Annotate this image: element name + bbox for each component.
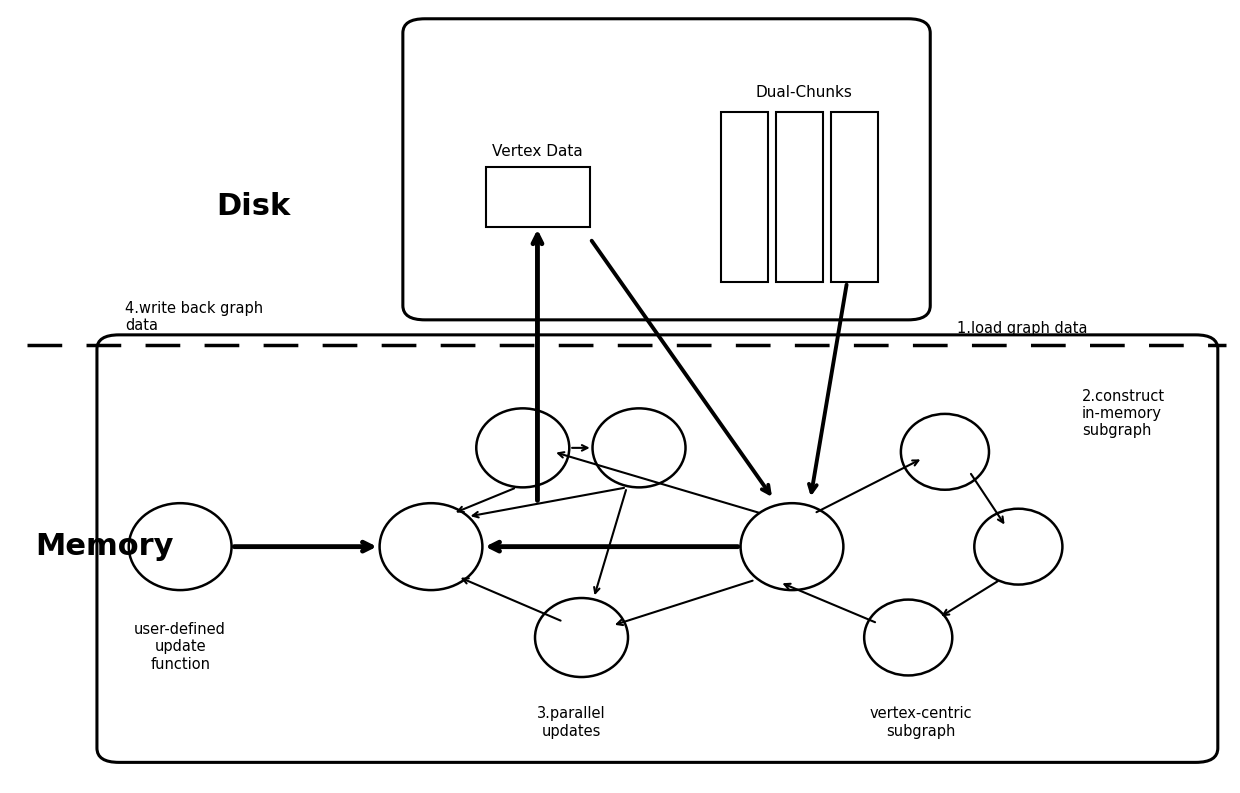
- Text: vertex-centric
subgraph: vertex-centric subgraph: [869, 707, 972, 738]
- Text: Vertex Data: Vertex Data: [492, 144, 583, 159]
- Text: 2.construct
in-memory
subgraph: 2.construct in-memory subgraph: [1083, 389, 1166, 439]
- Bar: [486, 167, 590, 227]
- Text: 1.load graph data: 1.load graph data: [957, 320, 1087, 335]
- Ellipse shape: [476, 408, 569, 488]
- FancyBboxPatch shape: [403, 19, 930, 320]
- Ellipse shape: [975, 509, 1063, 584]
- Bar: [720, 112, 768, 282]
- Ellipse shape: [593, 408, 686, 488]
- Bar: [831, 112, 878, 282]
- Text: 3.parallel
updates: 3.parallel updates: [537, 707, 606, 738]
- Text: Disk: Disk: [217, 193, 290, 221]
- Ellipse shape: [864, 600, 952, 676]
- Text: user-defined
update
function: user-defined update function: [134, 622, 226, 672]
- Ellipse shape: [379, 504, 482, 590]
- Ellipse shape: [129, 504, 232, 590]
- Bar: [776, 112, 822, 282]
- Ellipse shape: [740, 504, 843, 590]
- Text: Dual-Chunks: Dual-Chunks: [755, 85, 853, 100]
- Text: 4.write back graph
data: 4.write back graph data: [125, 301, 263, 333]
- Text: Memory: Memory: [36, 532, 174, 561]
- Ellipse shape: [534, 598, 627, 677]
- Ellipse shape: [901, 414, 990, 490]
